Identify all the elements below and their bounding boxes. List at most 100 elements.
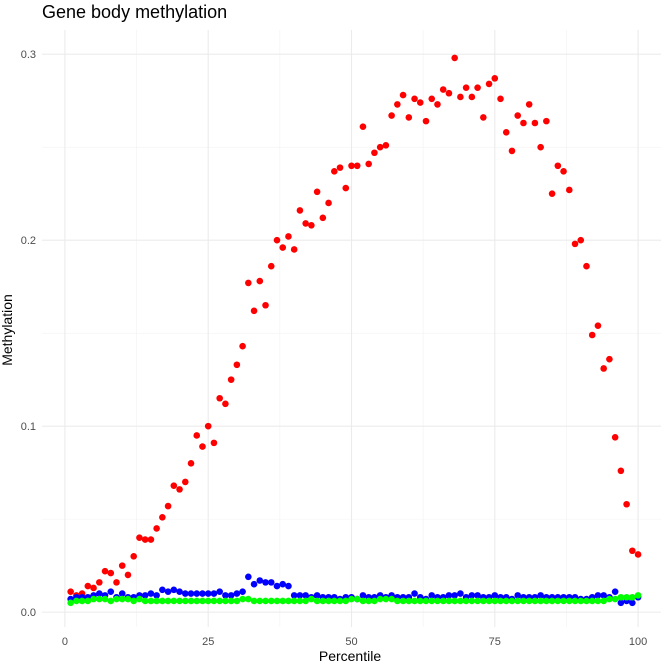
data-point <box>365 597 372 605</box>
data-point <box>296 592 304 599</box>
data-point <box>583 597 590 605</box>
data-point <box>428 95 436 103</box>
data-point <box>548 597 556 605</box>
data-point <box>468 597 476 605</box>
data-point <box>560 168 567 175</box>
data-point <box>474 597 481 605</box>
data-point <box>181 597 189 605</box>
data-point <box>508 147 516 155</box>
data-point <box>611 588 619 595</box>
data-point <box>388 112 395 119</box>
data-point <box>159 586 166 594</box>
data-point <box>250 597 258 605</box>
data-point <box>199 597 206 605</box>
data-point <box>348 162 355 170</box>
data-point <box>480 597 487 605</box>
data-point <box>290 246 298 253</box>
data-point <box>497 95 504 103</box>
x-tick-label: 75 <box>489 636 501 648</box>
data-point <box>491 75 499 82</box>
data-point <box>502 128 510 136</box>
data-point <box>439 86 447 93</box>
data-point <box>629 593 636 601</box>
data-point <box>434 101 441 108</box>
data-point <box>73 597 80 605</box>
data-point <box>617 599 625 607</box>
data-point <box>256 277 264 285</box>
data-point <box>118 590 126 597</box>
data-point <box>216 597 223 605</box>
data-point <box>571 597 579 605</box>
data-point <box>451 597 458 605</box>
data-point <box>187 590 195 597</box>
data-point <box>239 588 246 595</box>
data-point <box>342 184 350 192</box>
data-point <box>491 592 499 599</box>
data-point <box>159 513 166 521</box>
data-point <box>588 597 596 605</box>
data-point <box>543 597 550 605</box>
data-point <box>388 595 395 603</box>
data-point <box>514 112 522 119</box>
x-tick-label: 0 <box>62 636 68 648</box>
data-point <box>514 592 522 599</box>
data-point <box>451 54 458 62</box>
data-point <box>617 467 625 475</box>
data-point <box>594 592 602 599</box>
data-point <box>428 597 436 605</box>
data-point <box>331 168 338 175</box>
data-point <box>508 597 516 605</box>
data-point <box>313 592 321 599</box>
data-point <box>399 91 407 99</box>
data-point <box>520 597 527 605</box>
data-point <box>565 597 573 605</box>
data-point <box>193 597 201 605</box>
data-point <box>537 597 544 605</box>
data-point <box>285 233 292 240</box>
data-point <box>164 588 172 595</box>
data-point <box>279 580 287 588</box>
data-point <box>124 595 132 603</box>
data-point <box>531 597 539 605</box>
data-point <box>319 597 327 605</box>
data-point <box>405 597 413 605</box>
data-point <box>399 597 407 605</box>
data-point <box>267 597 275 605</box>
data-point <box>199 590 206 597</box>
data-point <box>588 331 596 339</box>
data-point <box>141 536 149 543</box>
data-point <box>273 582 281 590</box>
data-point <box>262 597 269 605</box>
data-point <box>325 199 332 207</box>
data-point <box>382 595 390 603</box>
data-point <box>107 569 115 577</box>
data-point <box>227 376 235 383</box>
data-point <box>629 547 636 555</box>
data-point <box>422 597 430 605</box>
y-tick-label: 0.2 <box>21 235 36 247</box>
data-point <box>336 164 344 171</box>
data-point <box>187 597 195 605</box>
x-tick-label: 50 <box>345 636 357 648</box>
points-layer <box>67 54 642 607</box>
data-point <box>531 119 539 127</box>
data-point <box>245 279 252 287</box>
data-point <box>302 592 309 599</box>
data-point <box>96 590 103 597</box>
data-point <box>136 595 143 603</box>
data-point <box>118 562 126 569</box>
data-point <box>497 597 504 605</box>
data-point <box>548 190 556 197</box>
data-point <box>101 567 109 575</box>
data-point <box>348 595 355 603</box>
data-point <box>468 592 476 599</box>
series-2-points <box>67 592 642 607</box>
data-point <box>113 595 120 603</box>
data-point <box>181 590 189 597</box>
data-point <box>210 590 218 597</box>
data-point <box>130 597 138 605</box>
data-point <box>153 525 160 532</box>
data-point <box>411 597 418 605</box>
data-point <box>319 214 327 222</box>
data-point <box>371 597 378 605</box>
